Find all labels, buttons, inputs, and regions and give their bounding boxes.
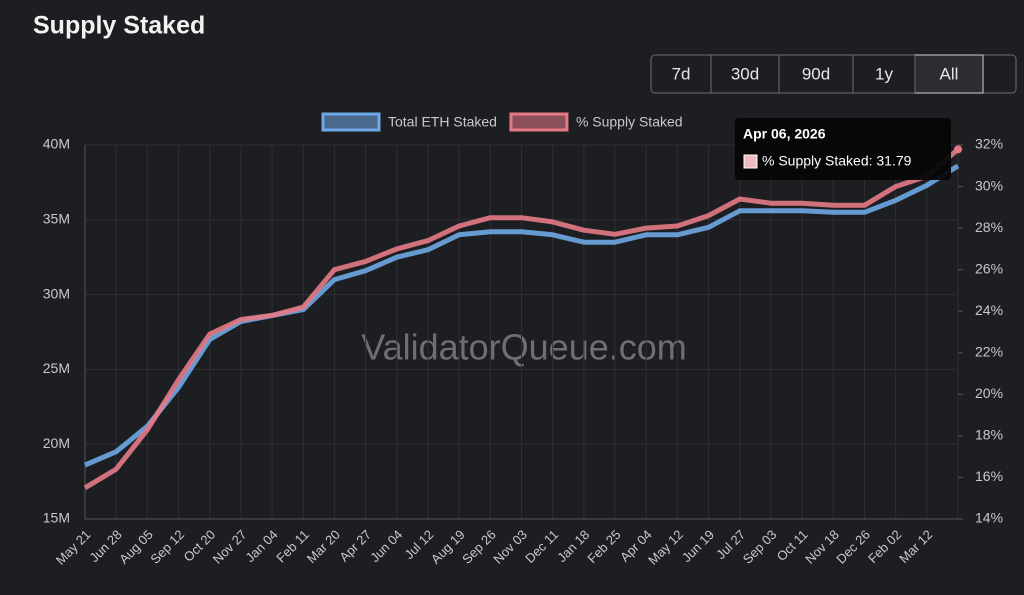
tooltip-title: Apr 06, 2026: [743, 126, 826, 142]
button-label: 30d: [731, 64, 759, 83]
y-tick-label: 40M: [43, 136, 70, 152]
y-tick-label: 30M: [43, 285, 70, 301]
range-button[interactable]: 7d: [651, 55, 711, 93]
y2-tick-label: 32%: [975, 136, 1003, 152]
y-tick-label: 35M: [43, 211, 70, 227]
range-button[interactable]: 30d: [710, 55, 779, 93]
x-tick-label: Jun 04: [367, 527, 405, 565]
y2-tick-label: 16%: [975, 468, 1003, 484]
y-tick-label: 15M: [43, 510, 70, 526]
x-tick-label: Nov 03: [490, 527, 530, 567]
series-line: [83, 147, 960, 490]
x-tick-label: Nov 18: [802, 527, 842, 567]
x-tick-label: Aug 19: [428, 527, 468, 567]
x-tick-label: Jan 04: [242, 527, 280, 565]
y2-tick-label: 18%: [975, 427, 1003, 443]
y2-tick-label: 26%: [975, 260, 1003, 276]
series-line: [84, 163, 960, 468]
hover-point: [954, 145, 962, 154]
y2-tick-label: 24%: [975, 302, 1003, 318]
y2-tick-label: 22%: [975, 343, 1003, 359]
range-buttons: 7d 30d 90d 1y All: [650, 54, 1017, 94]
x-tick-label: Aug 05: [116, 527, 156, 567]
x-tick-label: Jan 18: [554, 527, 592, 565]
tooltip-swatch: [743, 154, 758, 169]
x-tick-label: Jun 19: [679, 527, 717, 565]
range-button[interactable]: 1y: [852, 55, 915, 93]
x-tick-label: Nov 27: [210, 527, 250, 567]
y2-tick-label: 28%: [975, 219, 1003, 235]
x-tick-label: Feb 25: [584, 527, 623, 566]
x-tick-label: Apr 27: [336, 527, 374, 565]
x-tick-label: May 12: [645, 527, 686, 568]
x-tick-label: Sep 12: [147, 527, 187, 567]
x-tick-label: Mar 12: [896, 527, 935, 566]
x-tick-label: Sep 26: [459, 527, 499, 567]
legend-label: % Supply Staked: [576, 114, 683, 130]
button-label: 7d: [672, 64, 691, 83]
button-bg: [914, 54, 984, 94]
y-tick-label: 25M: [43, 360, 70, 376]
chart-title: Supply Staked: [33, 12, 205, 40]
button-group-border: [650, 54, 1017, 94]
y-tick-label: 20M: [43, 435, 70, 451]
button-label: 1y: [875, 64, 893, 83]
legend-swatch: [321, 112, 381, 132]
legend-label: Total ETH Staked: [388, 114, 497, 130]
button-label: 90d: [802, 64, 830, 83]
x-tick-label: Sep 03: [740, 527, 780, 567]
range-button[interactable]: All: [914, 54, 984, 94]
x-tick-label: Mar 20: [304, 527, 343, 566]
tooltip-label: % Supply Staked: 31.79: [762, 153, 912, 169]
legend-swatch: [509, 112, 569, 132]
button-label: All: [940, 64, 959, 83]
x-tick-label: Dec 11: [522, 527, 561, 566]
range-button[interactable]: 90d: [778, 55, 853, 93]
tooltip-box: [735, 118, 951, 180]
y2-tick-label: 20%: [975, 385, 1003, 401]
y2-tick-label: 30%: [975, 177, 1003, 193]
x-tick-label: Feb 02: [865, 527, 904, 566]
y2-tick-label: 14%: [975, 510, 1003, 526]
watermark: ValidatorQueue.com: [361, 327, 687, 368]
x-tick-label: May 21: [53, 527, 94, 568]
x-tick-label: Feb 11: [273, 527, 312, 566]
x-tick-label: Dec 26: [833, 527, 873, 567]
